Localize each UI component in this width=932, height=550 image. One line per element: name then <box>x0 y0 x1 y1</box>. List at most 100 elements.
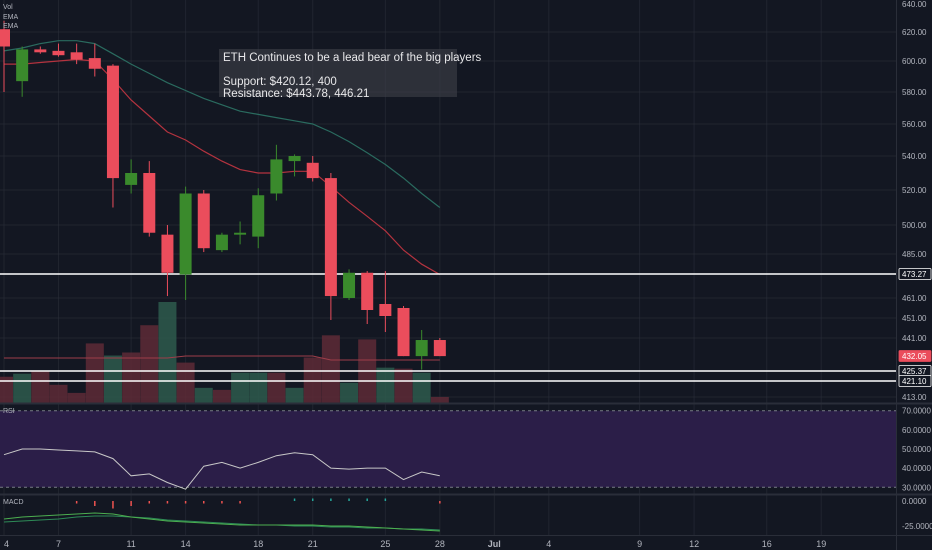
volume-bar <box>122 352 141 403</box>
annotation-box[interactable]: ETH Continues to be a lead bear of the b… <box>219 49 481 100</box>
price-tick-label: 620.00 <box>902 28 927 37</box>
price-tick-label: 580.00 <box>902 88 927 97</box>
annotation-resistance: Resistance: $443.78, 446.21 <box>223 88 370 100</box>
candle-body <box>397 308 410 357</box>
price-badge-bg <box>898 350 932 362</box>
macd-histogram-bar <box>330 498 332 501</box>
price-tick-label: 500.00 <box>902 221 927 230</box>
candle-body <box>234 232 247 235</box>
price-tick-label: 451.00 <box>902 314 927 323</box>
macd-histogram-bar <box>366 498 368 501</box>
candle-body <box>433 340 446 357</box>
ema-slow-line <box>3 40 441 208</box>
macd-histogram-bar <box>166 501 169 504</box>
time-tick-label: 9 <box>637 539 642 549</box>
volume-bar <box>158 302 177 403</box>
macd-tick-label: 0.0000 <box>902 497 927 506</box>
candle-body <box>270 159 283 194</box>
candle-body <box>197 193 210 249</box>
rsi-pane <box>3 448 440 490</box>
candle-body <box>288 156 301 162</box>
volume-bar <box>140 325 159 403</box>
time-tick-label: 21 <box>308 539 318 549</box>
macd-histogram-bar <box>203 501 205 504</box>
rsi-tick-label: 40.0000 <box>902 464 931 473</box>
volume-bar <box>103 355 122 403</box>
price-tick-label: 461.00 <box>902 294 927 303</box>
macd-histogram-bar <box>293 498 296 501</box>
price-tick-label: 600.00 <box>902 57 927 66</box>
rsi-band <box>0 410 896 488</box>
candle-body <box>361 272 374 310</box>
rsi-tick-label: 30.0000 <box>902 483 931 492</box>
horizontal-levels <box>0 273 896 382</box>
volume-bar <box>0 376 13 403</box>
macd-histogram-bar <box>384 498 387 501</box>
volume-bar <box>376 367 395 403</box>
volume-ma-line <box>4 355 440 361</box>
price-badge-label: 421.10 <box>902 377 927 386</box>
time-tick-label: 19 <box>816 539 826 549</box>
macd-histogram-bar <box>112 501 114 509</box>
candle-body <box>34 49 47 53</box>
candle-body <box>252 195 265 237</box>
time-tick-label: 12 <box>689 539 699 549</box>
rsi-tick-label: 70.0000 <box>902 407 931 416</box>
ema-indicator-label-1[interactable]: EMA <box>3 14 19 21</box>
volume-bar <box>67 392 86 403</box>
macd-histogram-bar <box>239 501 241 504</box>
candle-body <box>415 340 428 357</box>
annotation-support: Support: $420.12, 400 <box>223 76 337 88</box>
volume-bar <box>267 372 286 403</box>
rsi-band-fill <box>0 410 896 488</box>
rsi-tick-label: 60.0000 <box>902 426 931 435</box>
macd-histogram-bar <box>184 501 187 504</box>
price-tick-label: 413.00 <box>902 393 927 402</box>
macd-signal-line <box>3 515 440 531</box>
volume-bar <box>194 387 213 403</box>
ema-indicator-label-2[interactable]: EMA <box>3 23 19 30</box>
macd-indicator-label[interactable]: MACD <box>3 499 24 506</box>
macd-line <box>3 512 440 532</box>
price-badge-label: 432.05 <box>902 352 927 361</box>
macd-histogram-bar <box>311 498 314 501</box>
volume-bar <box>430 396 449 403</box>
volume-bars <box>0 302 449 403</box>
volume-bar <box>31 370 50 403</box>
volume-bar <box>303 357 322 403</box>
volume-bar <box>285 387 304 403</box>
time-tick-label: 25 <box>380 539 390 549</box>
time-tick-label: 7 <box>56 539 61 549</box>
time-tick-label: 14 <box>181 539 191 549</box>
volume-bar <box>321 335 340 403</box>
candle-body <box>52 50 65 56</box>
candle-body <box>179 193 192 275</box>
time-axis[interactable]: 4 7 11 14 18 21 25 28 Jul 4 9 12 16 19 <box>4 539 826 549</box>
macd-histogram-bar <box>439 501 441 504</box>
time-tick-label: 16 <box>762 539 772 549</box>
rsi-indicator-label[interactable]: RSI <box>3 408 15 415</box>
candle-body <box>70 52 83 60</box>
vol-indicator-label[interactable]: Vol <box>3 4 13 11</box>
price-axis[interactable]: 640.00 620.00 600.00 580.00 560.00 540.00 520.… <box>902 0 927 402</box>
candle-body <box>161 234 174 273</box>
candle-body <box>324 178 337 297</box>
indicator-axes: 70.0000 60.0000 50.0000 40.0000 30.0000 0.000… <box>902 407 932 531</box>
macd-histogram-bar <box>130 501 132 506</box>
price-tick-label: 485.00 <box>902 250 927 259</box>
candle-body <box>343 272 356 298</box>
price-tick-label: 540.00 <box>902 152 927 161</box>
price-tick-label: 640.00 <box>902 0 927 9</box>
candle-body <box>306 162 319 179</box>
candle-body <box>88 58 101 69</box>
volume-bar <box>412 372 431 403</box>
time-tick-label: 18 <box>253 539 263 549</box>
price-tick-label: 441.00 <box>902 334 927 343</box>
price-badge-bg <box>898 268 932 280</box>
candles[interactable] <box>0 20 446 370</box>
volume-bar <box>176 362 195 403</box>
candle-body <box>379 304 392 316</box>
